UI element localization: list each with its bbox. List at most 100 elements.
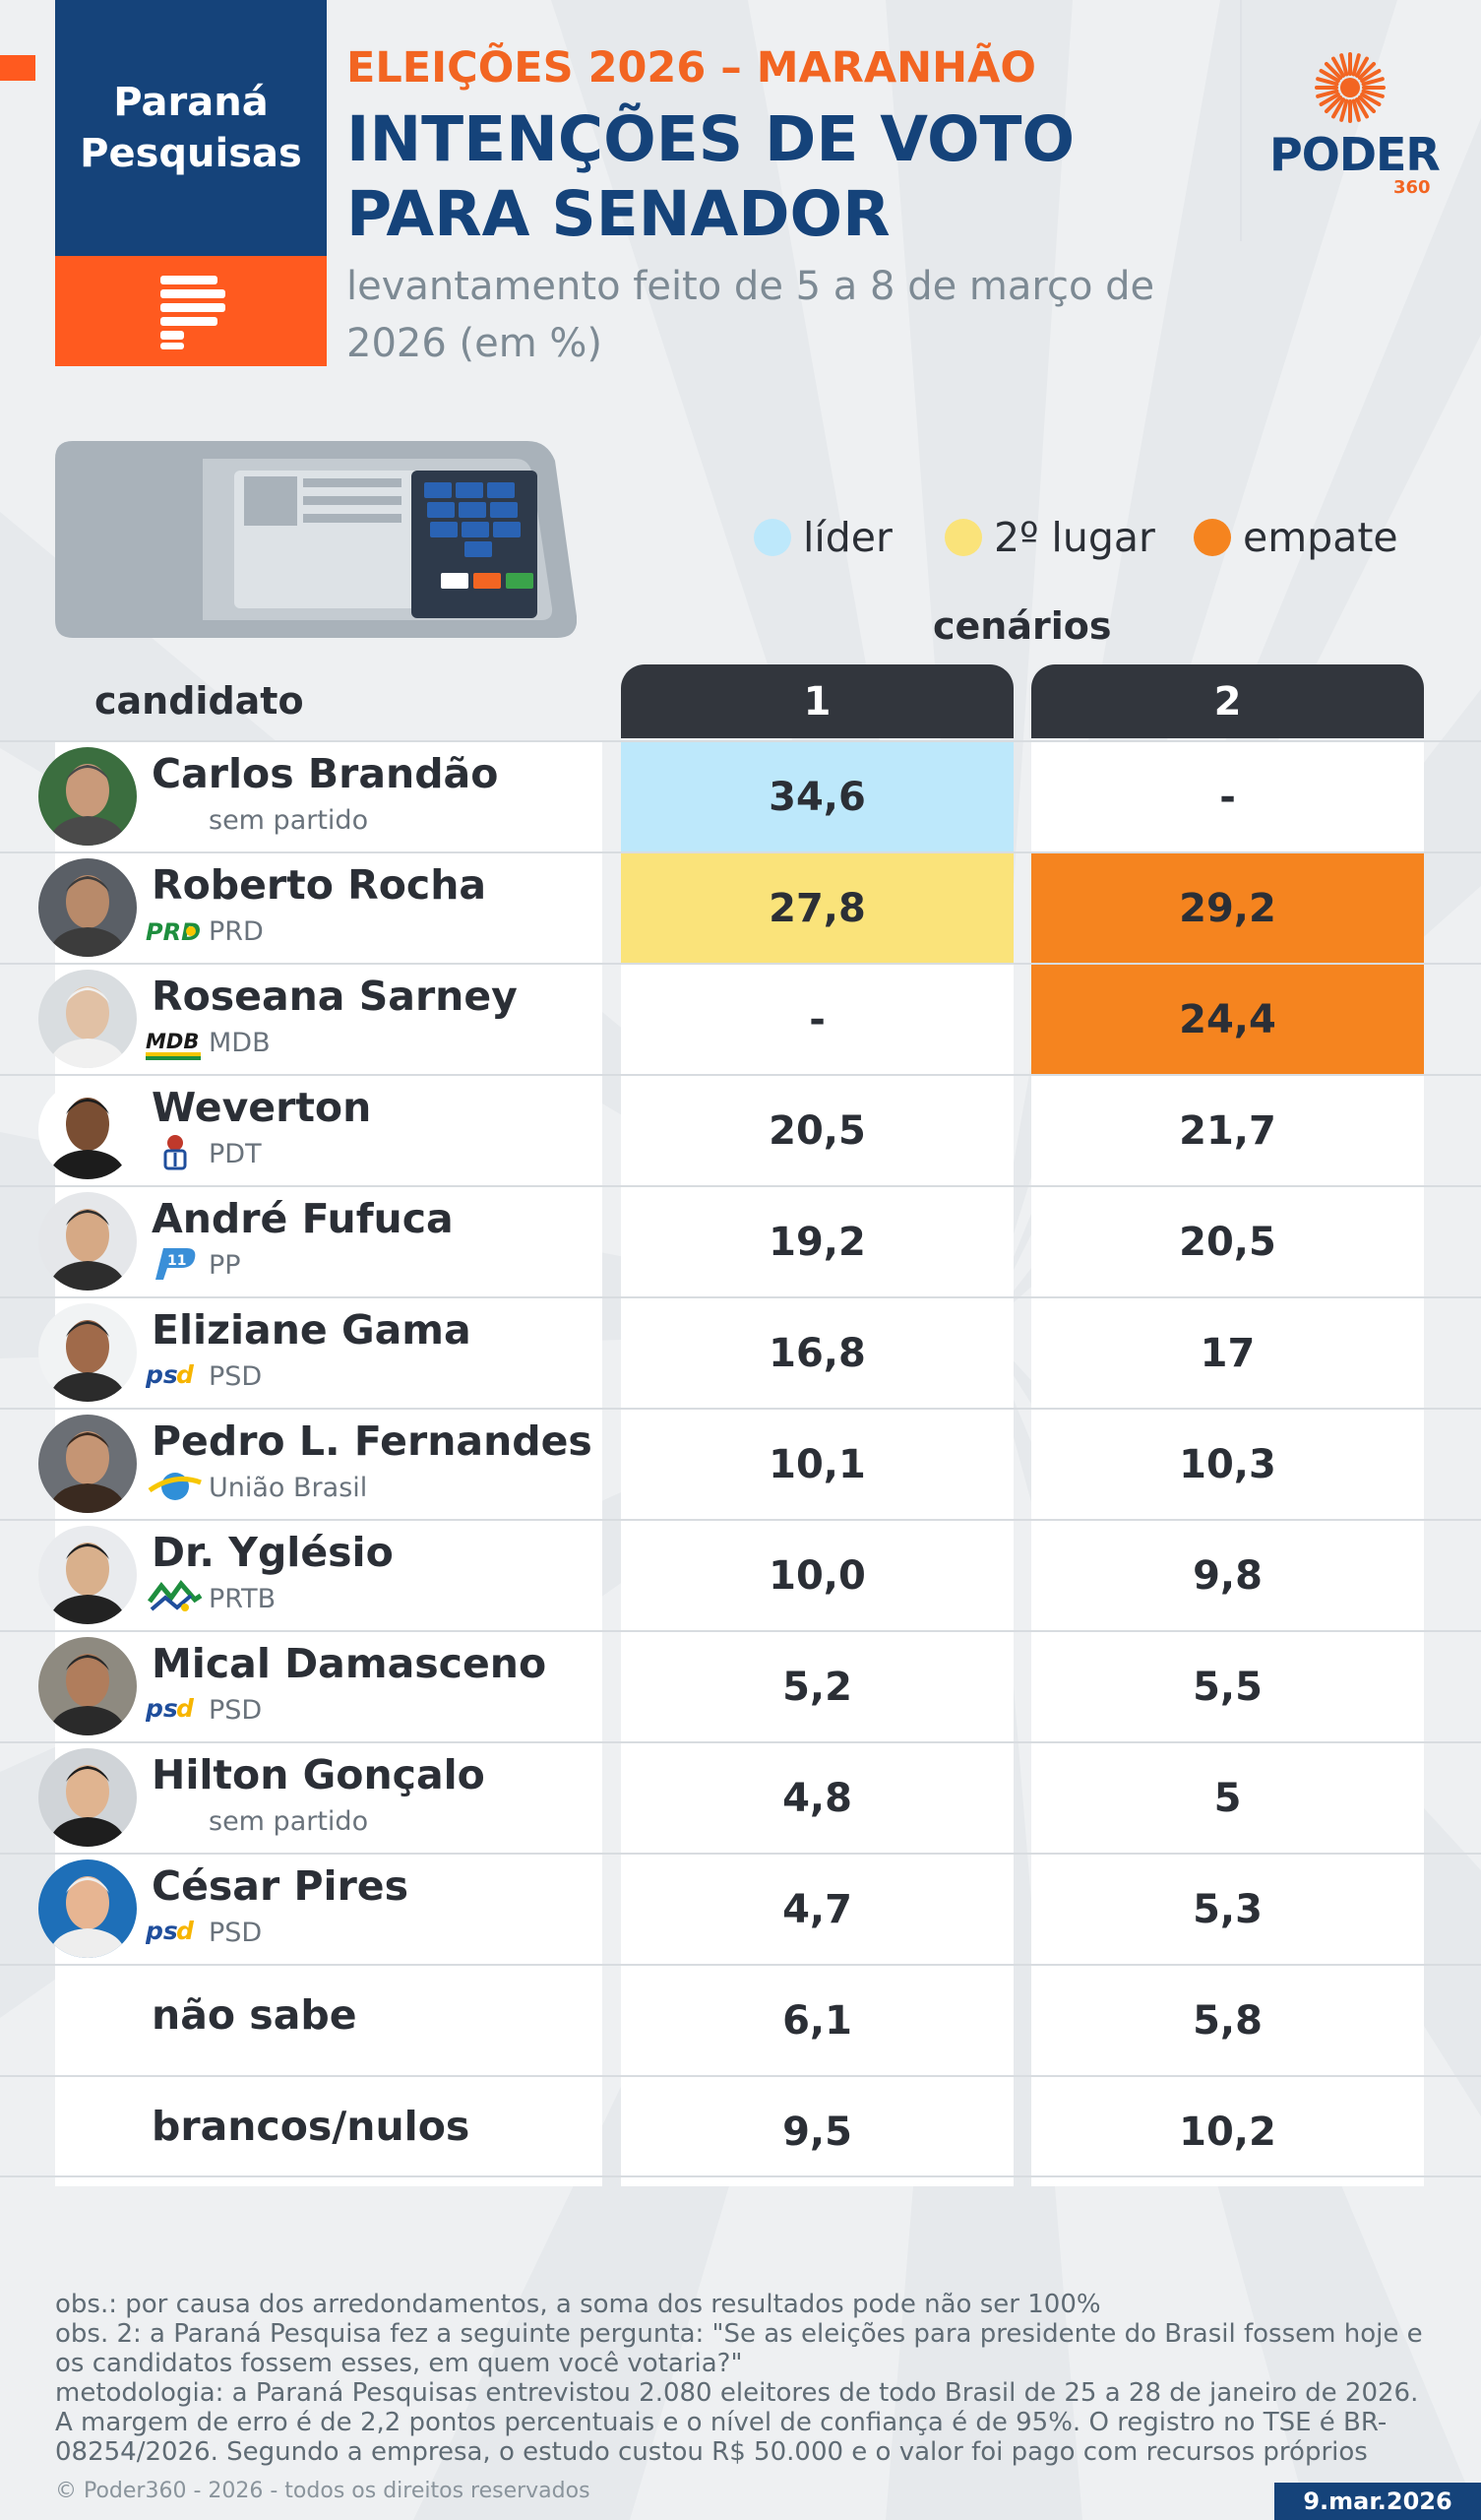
- copyright: © Poder360 - 2026 - todos os direitos re…: [55, 2479, 590, 2503]
- row-divider: [0, 963, 1481, 965]
- column-header-2: 2: [1031, 664, 1424, 738]
- value-cell-cenario-1: 10,1: [621, 1410, 1014, 1519]
- header-divider: [1240, 0, 1242, 241]
- value-cell-cenario-2: 21,7: [1031, 1076, 1424, 1185]
- svg-text:ps: ps: [146, 1917, 178, 1945]
- candidate-photo: [38, 970, 137, 1068]
- legend-segundo: 2º lugar: [945, 508, 1155, 567]
- candidate-cell: [55, 1632, 602, 1741]
- psd-party-logo-icon: ps d: [145, 1912, 205, 1951]
- candidate-name: Carlos Brandão: [152, 750, 499, 797]
- candidate-photo: [38, 858, 137, 957]
- candidate-photo: [38, 1859, 137, 1958]
- cenarios-label: cenários: [933, 604, 1112, 648]
- value-cell-cenario-2: 10,2: [1031, 2077, 1424, 2186]
- candidate-name: Mical Damasceno: [152, 1640, 547, 1687]
- table-row: Hilton Gonçalo sem partido 4,8 5: [0, 1741, 1481, 1853]
- value-cell-cenario-1: 19,2: [621, 1187, 1014, 1296]
- value-cell-cenario-2: 24,4: [1031, 965, 1424, 1074]
- column-header-1: 1: [621, 664, 1014, 738]
- candidate-photo: [38, 747, 137, 846]
- candidate-photo: [38, 1081, 137, 1179]
- legend-lider: líder: [754, 508, 893, 567]
- segundo-swatch: [945, 519, 982, 556]
- note-obs1: obs.: por causa dos arredondamentos, a s…: [55, 2290, 1101, 2319]
- legend-empate-label: empate: [1243, 514, 1398, 561]
- candidate-party: União Brasil: [209, 1473, 368, 1503]
- candidate-cell: [55, 1076, 602, 1185]
- svg-text:d: d: [176, 1360, 195, 1389]
- row-divider: [0, 1853, 1481, 1855]
- candidate-cell: [55, 1187, 602, 1296]
- candidate-name: Weverton: [152, 1084, 372, 1131]
- ballot-box-icon: [55, 441, 577, 638]
- supertitle: ELEIÇÕES 2026 – MARANHÃO: [346, 43, 1036, 93]
- candidate-party: PDT: [209, 1139, 262, 1169]
- value-cell-cenario-2: 5,8: [1031, 1966, 1424, 2075]
- lider-swatch: [754, 519, 791, 556]
- candidate-name: Eliziane Gama: [152, 1306, 471, 1354]
- value-cell-cenario-1: 34,6: [621, 742, 1014, 851]
- candidate-party: PRTB: [209, 1584, 277, 1614]
- row-divider: [0, 1741, 1481, 1743]
- brand-line1: Paraná: [113, 80, 269, 125]
- candidate-party: sem partido: [209, 1806, 369, 1837]
- svg-text:d: d: [176, 1917, 195, 1945]
- candidate-party: PSD: [209, 1918, 263, 1948]
- poder-wordmark: PODER: [1269, 128, 1441, 181]
- table-row: Eliziane Gama ps d PSD 16,8 17: [0, 1296, 1481, 1408]
- value-cell-cenario-1: 4,8: [621, 1743, 1014, 1853]
- candidate-party: MDB: [209, 1028, 271, 1058]
- legend-segundo-label: 2º lugar: [994, 514, 1155, 561]
- candidate-cell: [55, 1855, 602, 1964]
- accent-bar: [0, 55, 35, 81]
- value-cell-cenario-2: -: [1031, 742, 1424, 851]
- title-line1: INTENÇÕES DE VOTO: [346, 103, 1076, 175]
- prd-party-logo-icon: PRD: [146, 911, 205, 950]
- table-row: César Pires ps d PSD 4,7 5,3: [0, 1853, 1481, 1964]
- title-line2: PARA SENADOR: [346, 178, 891, 250]
- candidate-cell: [55, 1410, 602, 1519]
- table-row: Pedro L. Fernandes União Brasil 10,1 10,3: [0, 1408, 1481, 1519]
- legend-empate: empate: [1194, 508, 1398, 567]
- value-cell-cenario-1: -: [621, 965, 1014, 1074]
- psd-party-logo-icon: ps d: [145, 1355, 205, 1395]
- value-cell-cenario-2: 10,3: [1031, 1410, 1424, 1519]
- table-row: Carlos Brandão sem partido 34,6-: [0, 740, 1481, 851]
- table-row: Mical Damasceno ps d PSD 5,2 5,5: [0, 1630, 1481, 1741]
- svg-text:11: 11: [167, 1253, 186, 1269]
- candidate-cell: [55, 2077, 602, 2186]
- value-cell-cenario-1: 27,8: [621, 853, 1014, 963]
- candidate-photo: [38, 1192, 137, 1291]
- svg-text:ps: ps: [146, 1694, 178, 1723]
- empate-swatch: [1194, 519, 1231, 556]
- value-cell-cenario-1: 6,1: [621, 1966, 1014, 2075]
- row-divider: [0, 1185, 1481, 1187]
- candidate-name: brancos/nulos: [152, 2103, 470, 2150]
- subtitle: levantamento feito de 5 a 8 de março de …: [346, 264, 1155, 366]
- poder-number: 360: [1393, 177, 1431, 198]
- candidate-cell: [55, 742, 602, 851]
- value-cell-cenario-2: 17: [1031, 1298, 1424, 1408]
- candidate-cell: [55, 1298, 602, 1408]
- poder360-logo: PODER 360: [1269, 51, 1447, 209]
- candidate-party: PP: [209, 1250, 241, 1281]
- candidate-cell: [55, 853, 602, 963]
- value-cell-cenario-1: 5,2: [621, 1632, 1014, 1741]
- row-divider: [0, 1630, 1481, 1632]
- value-cell-cenario-1: 9,5: [621, 2077, 1014, 2186]
- value-cell-cenario-2: 20,5: [1031, 1187, 1424, 1296]
- candidate-photo: [38, 1748, 137, 1847]
- candidate-name: Dr. Yglésio: [152, 1529, 394, 1576]
- value-cell-cenario-2: 5: [1031, 1743, 1424, 1853]
- note-metodologia: metodologia: a Paraná Pesquisas entrevis…: [55, 2378, 1419, 2467]
- brand-line2: Pesquisas: [80, 131, 302, 176]
- table-row: não sabe 6,1 5,8: [0, 1964, 1481, 2075]
- prtb-party-logo-icon: [146, 1578, 205, 1617]
- value-cell-cenario-2: 5,5: [1031, 1632, 1424, 1741]
- table-row: André Fufuca 11 PP 19,2 20,5: [0, 1185, 1481, 1296]
- pdt-party-logo-icon: [146, 1133, 205, 1172]
- candidate-photo: [38, 1637, 137, 1735]
- row-divider: [0, 1074, 1481, 1076]
- row-divider: [0, 740, 1481, 742]
